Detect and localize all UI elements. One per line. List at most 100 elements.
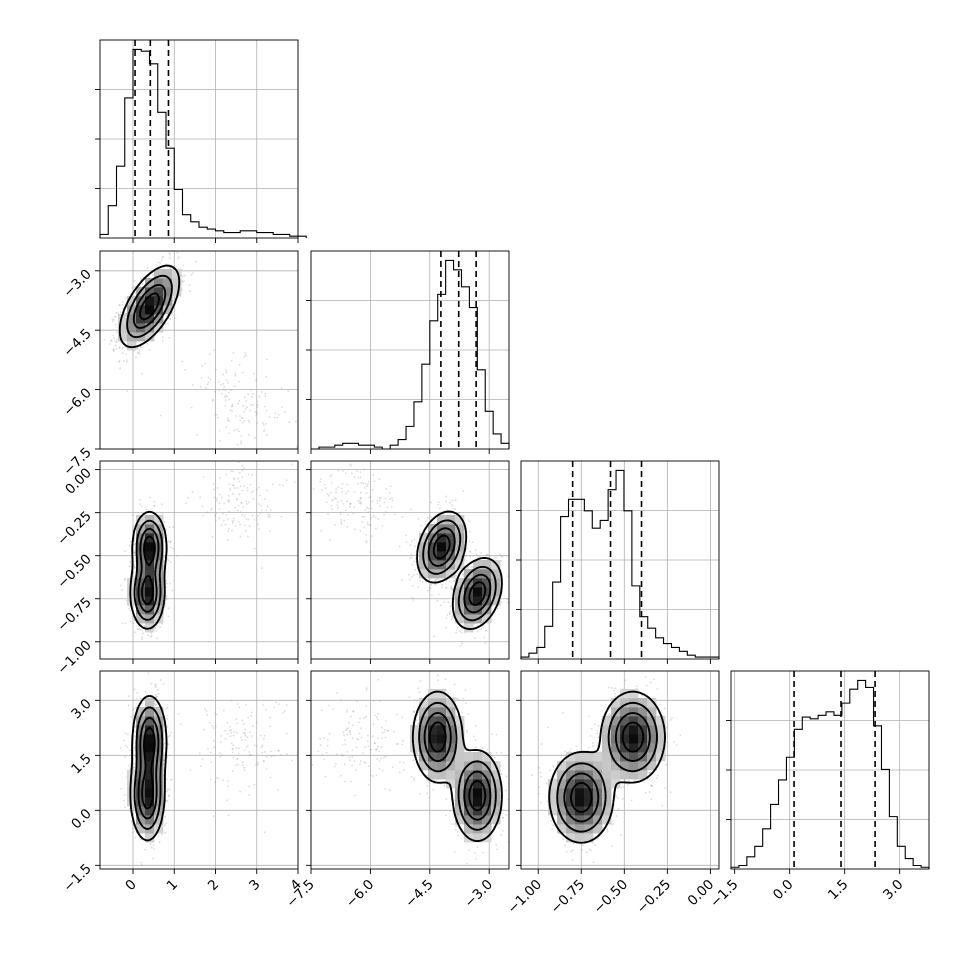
scatter-point [233, 429, 236, 432]
scatter-point [417, 518, 420, 521]
scatter-point [349, 503, 351, 506]
scatter-point [448, 612, 451, 615]
scatter-point [366, 522, 369, 524]
scatter-point [228, 432, 231, 435]
scatter-point [227, 494, 230, 497]
density-cell [446, 533, 456, 543]
scatter-point [161, 512, 164, 515]
density-cell [145, 296, 155, 306]
contour-line [416, 510, 503, 631]
scatter-point [113, 316, 116, 318]
scatter-point [288, 421, 291, 423]
scatter-point [223, 385, 226, 388]
density-cell [473, 596, 483, 606]
scatter-point [438, 507, 441, 510]
scatter-point [363, 486, 366, 489]
density-cell [419, 560, 429, 570]
scatter-point [132, 766, 135, 769]
scatter-point [258, 494, 261, 497]
scatter-point [245, 400, 247, 402]
scatter-point [438, 593, 440, 596]
density-cell [136, 605, 146, 615]
scatter-point [142, 632, 144, 635]
density-cell [145, 533, 155, 543]
scatter-point [349, 463, 351, 466]
density-cell [145, 569, 155, 579]
scatter-point [224, 399, 227, 402]
scatter-point [426, 516, 429, 519]
scatter-point [359, 476, 362, 478]
scatter-point [410, 508, 412, 511]
density-cell [127, 596, 137, 606]
scatter-point [190, 406, 193, 409]
scatter-point [131, 514, 134, 517]
scatter-point [155, 695, 158, 698]
scatter-point [218, 502, 221, 505]
scatter-point [506, 598, 509, 600]
scatter-point [384, 511, 387, 513]
scatter-point [228, 391, 230, 394]
scatter-point [165, 602, 167, 605]
scatter-point [133, 537, 136, 540]
scatter-point [234, 506, 237, 509]
density-cell [154, 515, 164, 525]
scatter-point [238, 471, 241, 474]
scatter-point [163, 521, 166, 524]
scatter-point [244, 524, 246, 527]
density-cell [145, 596, 155, 606]
scatter-point [462, 575, 465, 578]
scatter-point [260, 509, 263, 512]
scatter-point [273, 416, 276, 419]
scatter-point [239, 535, 242, 538]
scatter-point [132, 622, 135, 625]
scatter-point [126, 746, 129, 749]
scatter-point [236, 428, 239, 431]
scatter-point [253, 547, 256, 550]
scatter-point [398, 545, 401, 548]
scatter-point [489, 555, 491, 558]
scatter-point [115, 341, 118, 344]
scatter-point [232, 484, 235, 487]
scatter-point [169, 561, 172, 564]
scatter-point [235, 415, 238, 417]
scatter-point [476, 624, 479, 627]
scatter-point [363, 526, 366, 529]
scatter-point [450, 585, 453, 588]
scatter-point [256, 403, 259, 406]
scatter-point [135, 697, 138, 700]
scatter-point [267, 516, 270, 518]
scatter-point [243, 467, 245, 470]
scatter-point [449, 610, 452, 613]
scatter-point [243, 450, 245, 452]
scatter-point [337, 469, 340, 472]
scatter-point [130, 715, 133, 718]
scatter-point [216, 416, 219, 419]
scatter-point [212, 398, 215, 401]
scatter-point [160, 259, 163, 262]
scatter-point [182, 275, 184, 278]
scatter-point [167, 615, 170, 618]
scatter-point [243, 411, 245, 413]
scatter-point [227, 501, 230, 504]
density-cell [455, 578, 465, 588]
scatter-point [360, 482, 363, 484]
scatter-point [479, 556, 482, 558]
y-tick-label: −1.00 [54, 637, 95, 678]
scatter-point [225, 369, 227, 372]
density-cell [154, 596, 164, 606]
panel-1-0 [95, 250, 299, 454]
scatter-point [190, 273, 193, 276]
scatter-point [225, 379, 228, 381]
density-cell [482, 578, 492, 588]
scatter-point [394, 513, 397, 516]
scatter-point [228, 419, 230, 422]
scatter-point [150, 682, 153, 685]
scatter-point [411, 584, 414, 587]
scatter-point [375, 527, 377, 530]
scatter-point [213, 515, 216, 517]
scatter-point [154, 704, 157, 707]
scatter-point [373, 514, 375, 517]
scatter-point [470, 565, 473, 568]
scatter-point [367, 507, 370, 510]
scatter-point [103, 338, 106, 341]
